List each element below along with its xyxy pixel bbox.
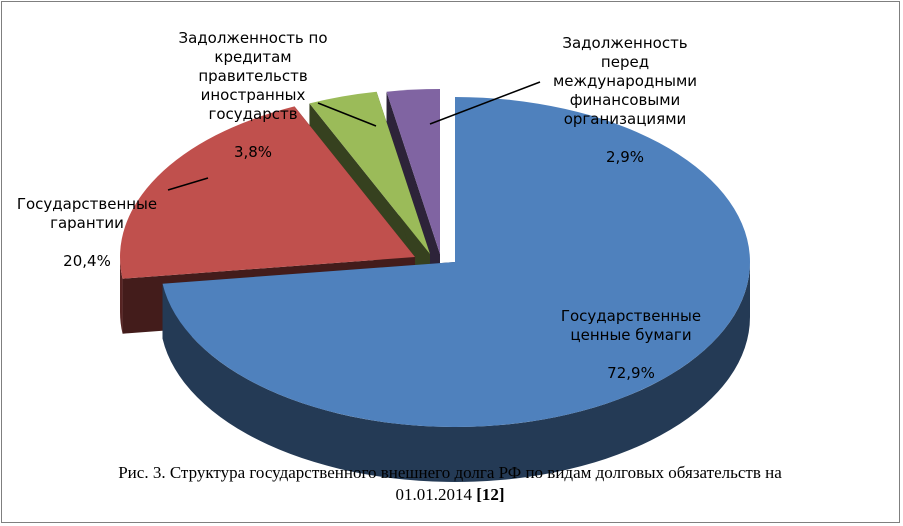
slice-label-guarantees-name: Государственные гарантии xyxy=(16,195,158,232)
slice-securities-top xyxy=(162,97,750,427)
figure-caption-text: Рис. 3. Структура государственного внешн… xyxy=(118,463,782,504)
leader-line-intl-orgs xyxy=(429,81,541,125)
slice-label-foreign-gov-credits-name: Задолженность по кредитам правительств и… xyxy=(178,29,328,123)
figure-caption-ref: [12] xyxy=(476,485,505,504)
slice-intl-orgs-top xyxy=(386,89,440,254)
leader-line-guarantees xyxy=(167,177,209,191)
slice-label-intl-orgs-value: 2,9% xyxy=(605,148,645,166)
slice-label-foreign-gov-credits-value: 3,8% xyxy=(233,143,273,161)
leader-line-foreign-gov-credits xyxy=(317,102,377,127)
slice-label-securities-name: Государственные ценные бумаги xyxy=(560,307,702,344)
slice-label-guarantees: Государственные гарантии 20,4% xyxy=(2,176,172,271)
slice-label-intl-orgs: Задолженность перед международными финан… xyxy=(530,15,720,167)
slice-label-securities-value: 72,9% xyxy=(607,364,655,382)
slice-label-guarantees-value: 20,4% xyxy=(63,252,111,270)
slice-label-intl-orgs-name: Задолженность перед международными финан… xyxy=(552,34,698,128)
slice-label-foreign-gov-credits: Задолженность по кредитам правительств и… xyxy=(163,10,343,162)
figure-caption: Рис. 3. Структура государственного внешн… xyxy=(80,462,820,506)
slice-guarantees-rim xyxy=(120,257,123,334)
slice-foreign-gov-credits-top xyxy=(309,91,430,255)
slice-guarantees-top xyxy=(120,106,416,279)
slice-securities xyxy=(162,97,750,483)
slice-label-securities: Государственные ценные бумаги 72,9% xyxy=(536,288,726,383)
slice-securities-rim xyxy=(162,262,750,483)
